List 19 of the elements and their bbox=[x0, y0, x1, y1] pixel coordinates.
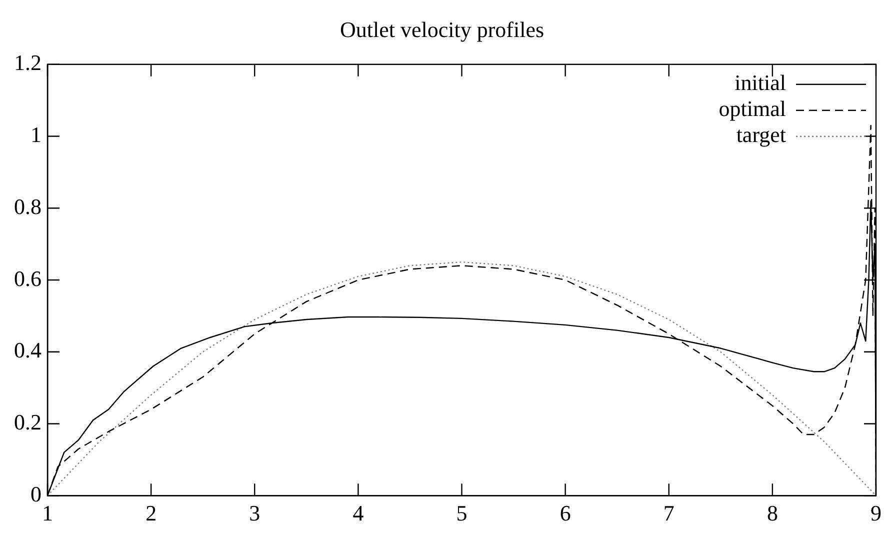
x-tick-label: 8 bbox=[766, 500, 778, 526]
y-tick-label: 1 bbox=[30, 122, 42, 148]
x-tick-label: 2 bbox=[146, 500, 157, 526]
x-tick-label: 4 bbox=[352, 500, 364, 526]
x-tick-label: 5 bbox=[456, 500, 468, 526]
y-tick-label: 0.6 bbox=[14, 266, 42, 291]
x-tick-label: 7 bbox=[663, 500, 674, 526]
y-tick-label: 1.2 bbox=[14, 50, 42, 76]
x-tick-label: 6 bbox=[560, 500, 571, 526]
legend-label: initial bbox=[734, 70, 786, 96]
y-tick-label: 0.2 bbox=[14, 410, 42, 435]
legend-label: optimal bbox=[718, 96, 786, 122]
y-tick-label: 0.8 bbox=[14, 194, 42, 219]
x-tick-label: 9 bbox=[870, 500, 882, 526]
x-tick-label: 3 bbox=[249, 500, 260, 526]
legend-label: target bbox=[736, 122, 786, 148]
chart-title: Outlet velocity profiles bbox=[340, 16, 544, 42]
y-tick-label: 0.4 bbox=[14, 338, 42, 363]
y-tick-label: 0 bbox=[30, 481, 42, 506]
